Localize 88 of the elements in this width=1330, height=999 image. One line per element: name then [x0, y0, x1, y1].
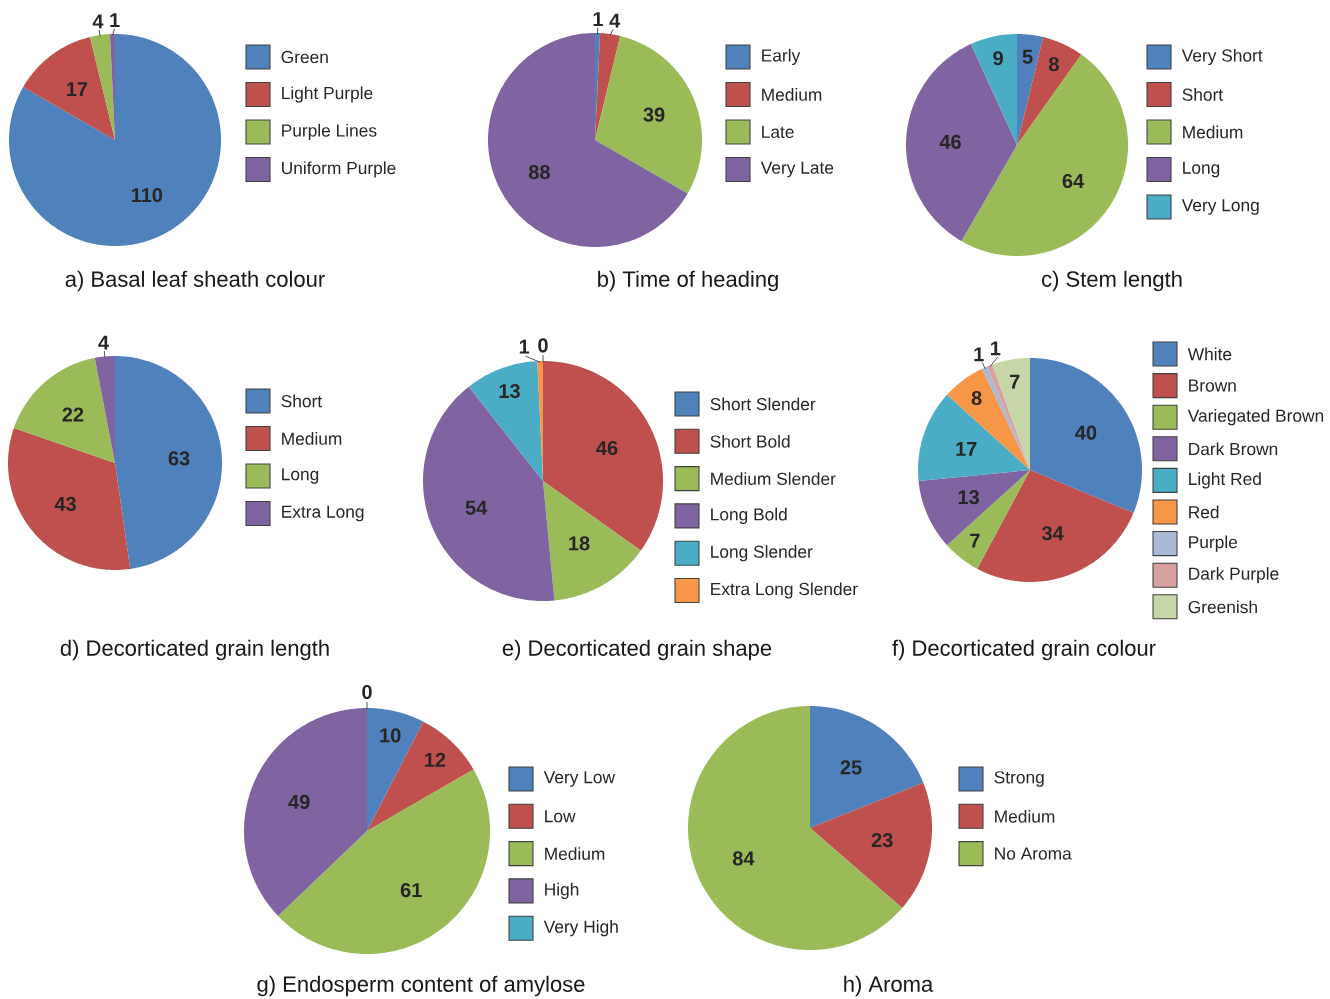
legend-label: Long Bold [711, 507, 787, 524]
data-label: 10 [380, 728, 401, 743]
data-label: 12 [425, 752, 446, 767]
legend-label: High [545, 882, 579, 899]
legend-label: Purple [1189, 535, 1238, 552]
legend-label: Extra Long Slender [711, 582, 858, 599]
data-label: 49 [288, 794, 310, 810]
legend-label: Purple Lines [282, 123, 377, 141]
data-label: 13 [499, 383, 520, 399]
data-label: 1 [519, 339, 530, 354]
data-label: 23 [871, 833, 893, 848]
legend-label: Late [762, 125, 794, 139]
legend-label: Short Slender [710, 397, 816, 411]
data-label: 13 [958, 490, 979, 505]
legend-label: Red [1189, 505, 1219, 519]
legend-label: Very Low [543, 771, 616, 787]
text: a) Basal leaf sheath colour [65, 270, 325, 292]
data-label: 40 [1075, 425, 1097, 440]
legend-label: Green [281, 50, 328, 64]
text: h) Aroma [844, 975, 934, 997]
data-label: 7 [1009, 374, 1020, 389]
data-label: 54 [465, 500, 488, 515]
data-label: 63 [168, 451, 190, 466]
legend-label: Short [1182, 88, 1224, 101]
data-label: 1 [991, 341, 1001, 356]
legend-label: Medium [995, 809, 1055, 823]
legend-label: Medium Slender [711, 472, 836, 485]
legend-label: Very Short [1181, 48, 1263, 66]
data-label: 17 [956, 442, 977, 456]
legend-label: Very Late [760, 161, 834, 178]
legend-label: Long [282, 468, 319, 484]
data-label: 46 [939, 134, 961, 149]
legend-label: Long [1183, 161, 1220, 178]
data-label: 4 [92, 14, 104, 29]
data-label: 84 [732, 851, 755, 866]
legend-label: Light Red [1189, 472, 1261, 489]
legend-label: Very Long [1181, 199, 1259, 215]
legend-label: Uniform Purple [282, 161, 396, 178]
legend-label: Short Bold [710, 434, 790, 448]
data-label: 5 [1022, 49, 1033, 64]
data-label: 46 [596, 440, 618, 456]
legend-label: Medium [1183, 125, 1243, 139]
legend-label: Very High [543, 920, 618, 937]
text: b) Time of heading [598, 270, 778, 292]
legend-label: Long Slender [711, 545, 813, 562]
text: 0 [538, 338, 548, 353]
data-label: 22 [62, 407, 84, 422]
text: c) Stem length [1042, 270, 1182, 292]
legend-label: Medium [282, 432, 342, 445]
legend-label: Extra Long [282, 505, 364, 522]
legend-label: Greenish [1188, 600, 1257, 614]
legend-label: Strong [994, 771, 1044, 787]
data-label: 1 [974, 347, 984, 362]
legend-label: White [1187, 347, 1232, 361]
legend-label: No Aroma [995, 847, 1072, 860]
text: 0 [362, 684, 372, 700]
data-label: 7 [970, 533, 980, 548]
data-label: 4 [98, 335, 109, 350]
legend-label: Short [281, 394, 323, 408]
legend-label: Light Purple [282, 86, 373, 103]
legend-label: Dark Brown [1189, 442, 1278, 456]
legend-label: Early [762, 48, 801, 66]
text: d) Decorticated grain length [60, 639, 329, 661]
data-label: 1 [593, 12, 603, 26]
data-label: 18 [569, 536, 590, 551]
text: e) Decorticated grain shape [502, 639, 772, 661]
legend-label: Medium [545, 847, 605, 860]
data-label: 110 [131, 187, 163, 203]
data-label: 39 [643, 107, 665, 122]
legend-label: Dark Purple [1189, 567, 1279, 584]
data-label: 17 [67, 82, 88, 96]
data-label: 88 [528, 165, 550, 180]
text: g) Endosperm content of amylose [257, 975, 585, 997]
data-label: 43 [54, 496, 76, 511]
data-label: 4 [609, 13, 621, 28]
legend-label: Medium [762, 88, 822, 101]
data-label: 64 [1062, 173, 1085, 189]
data-label: 8 [971, 390, 982, 406]
text: f) Decorticated grain colour [892, 639, 1156, 661]
legend-label: Variegated Brown [1187, 409, 1324, 426]
data-label: 8 [1048, 57, 1059, 72]
data-label: 61 [400, 882, 422, 898]
data-label: 25 [840, 760, 862, 775]
data-label: 1 [110, 13, 120, 28]
data-label: 34 [1041, 526, 1064, 541]
legend-label: Low [545, 810, 576, 823]
legend-label: Brown [1189, 379, 1236, 392]
data-label: 9 [993, 51, 1003, 66]
